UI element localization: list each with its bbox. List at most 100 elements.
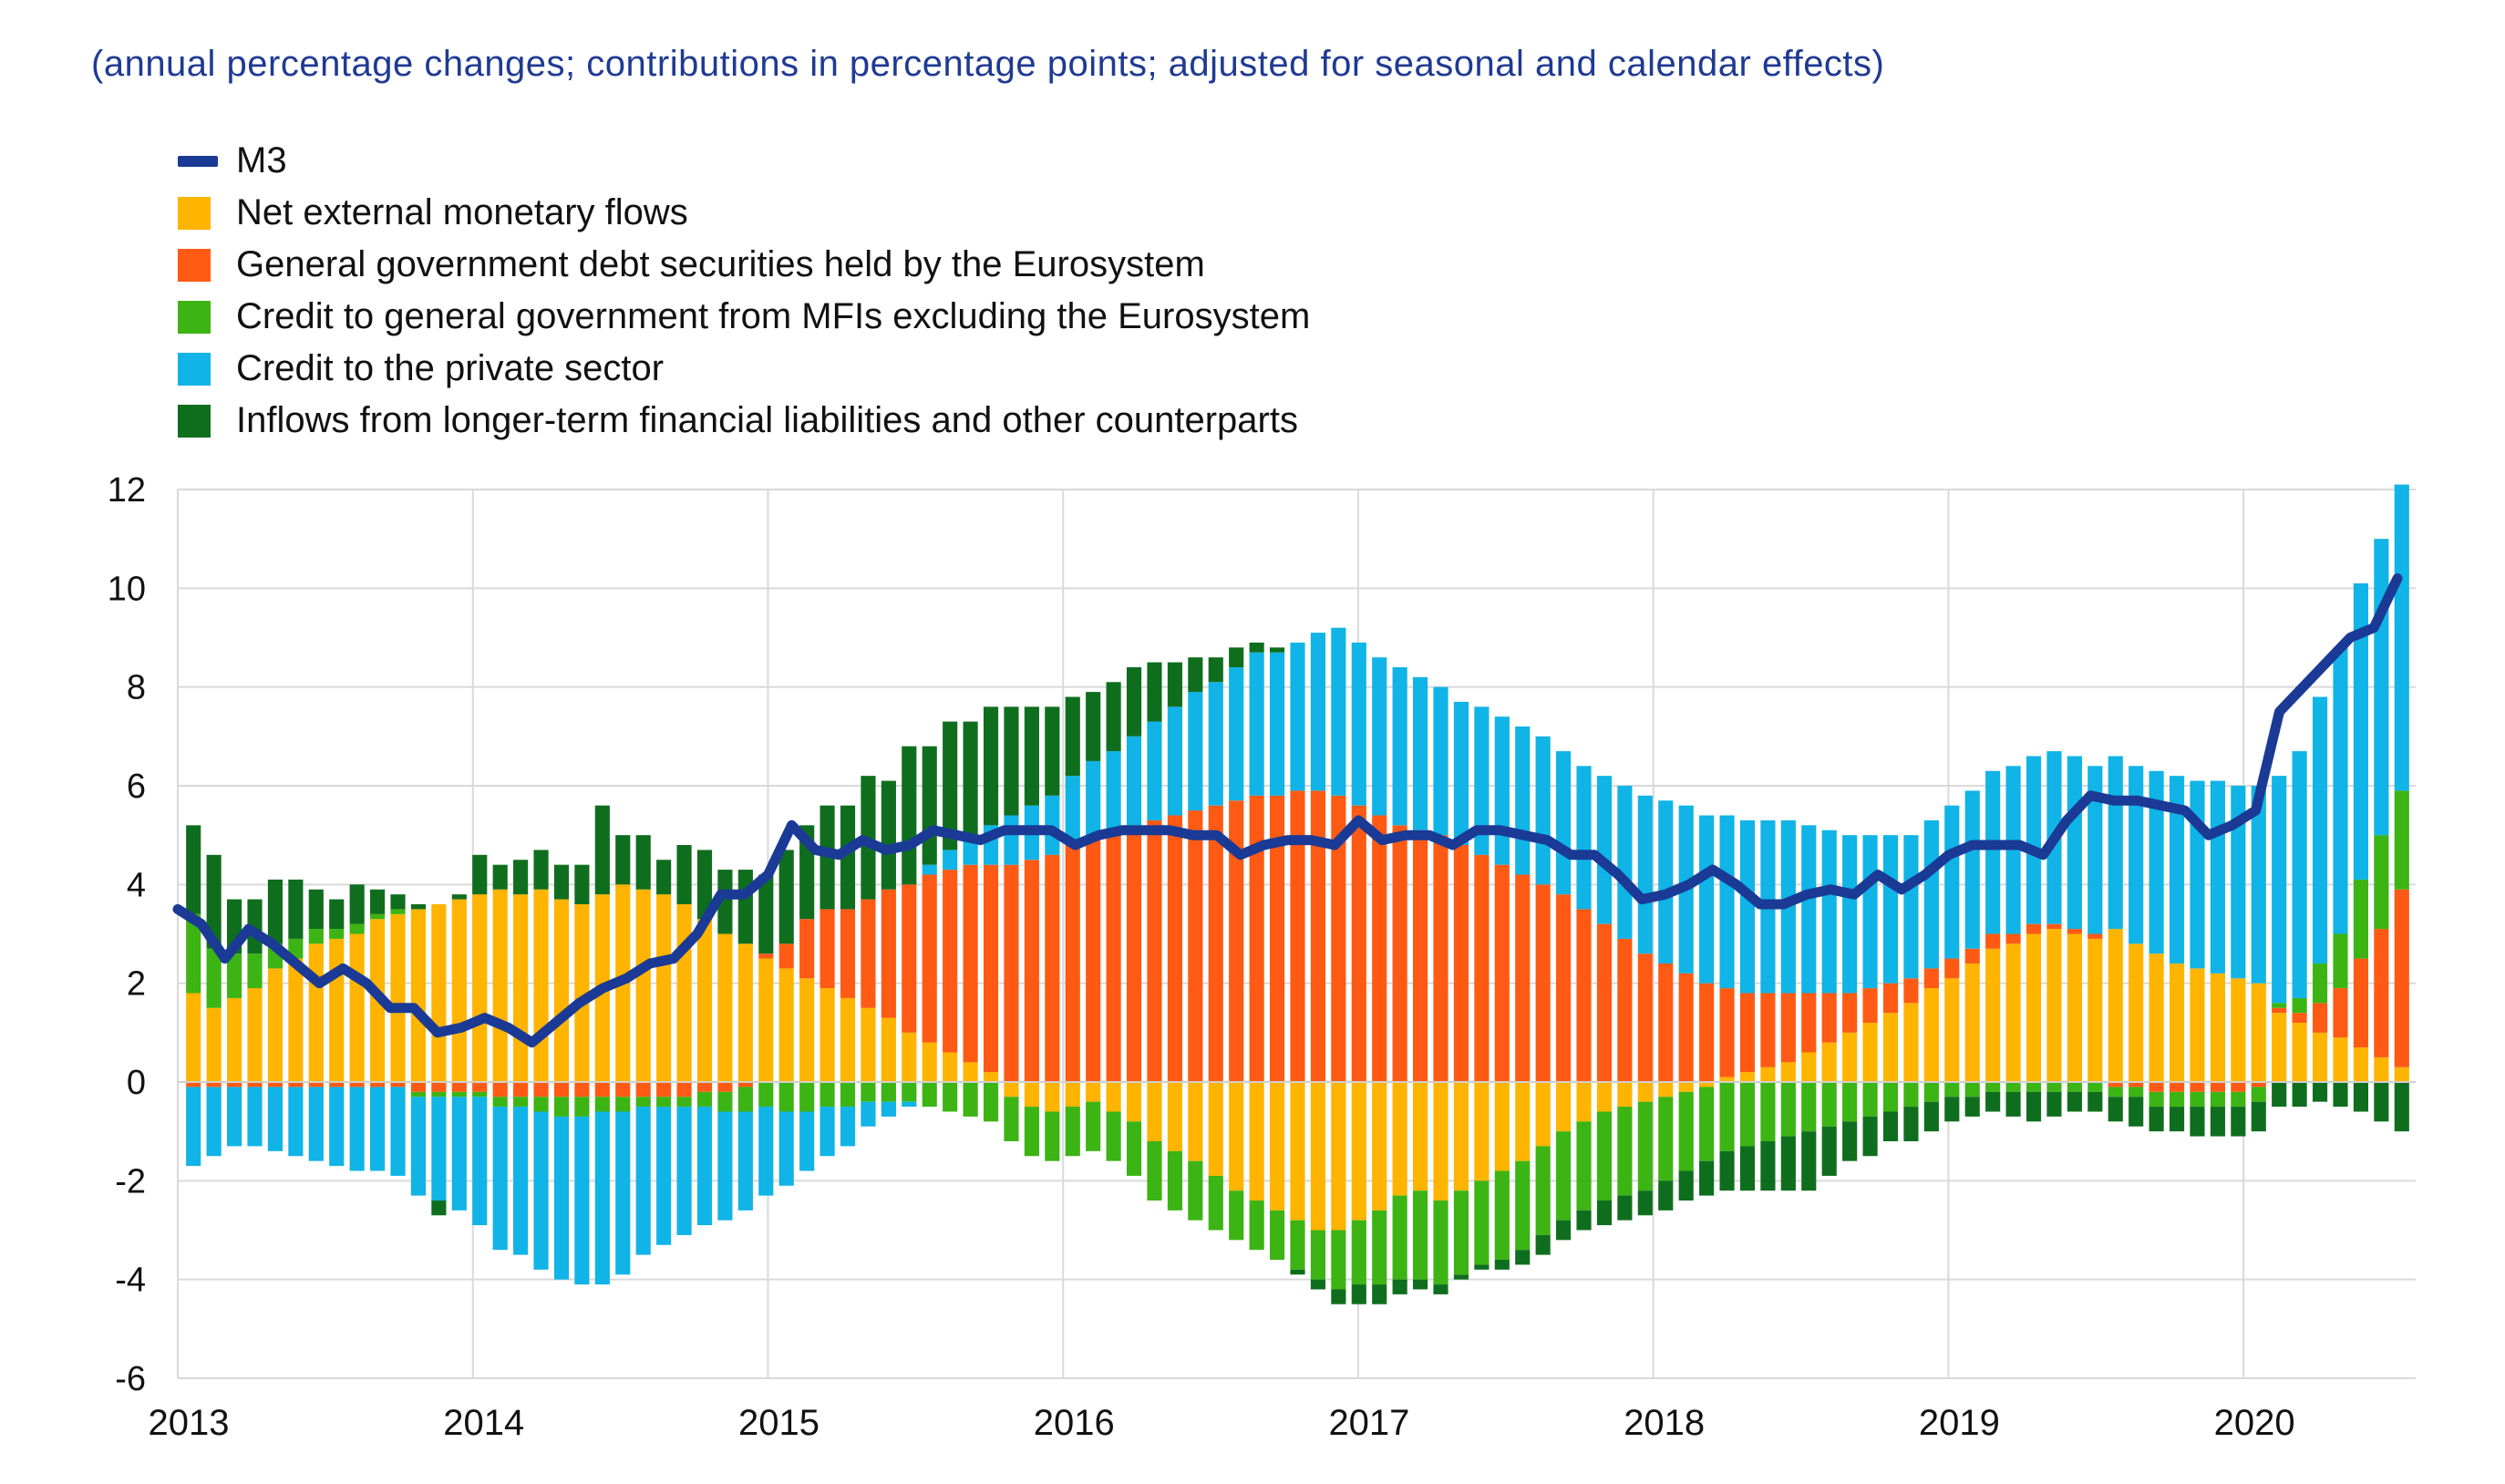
bar-segment-series-2 — [594, 1097, 610, 1112]
bar-segment-series-3 — [410, 1097, 427, 1196]
bar-segment-series-0 — [1535, 1082, 1551, 1147]
bar-segment-series-3 — [2231, 786, 2246, 979]
bar-segment-series-0 — [1842, 1032, 1858, 1082]
bar-segment-series-2 — [2272, 1003, 2287, 1008]
bar-segment-series-4 — [1249, 642, 1264, 653]
bar-segment-series-3 — [1208, 682, 1223, 806]
bar-segment-series-4 — [206, 854, 222, 949]
bar-segment-series-1 — [922, 874, 937, 1043]
bar-segment-series-2 — [1494, 1170, 1510, 1260]
bar-segment-series-1 — [2231, 1082, 2246, 1092]
bar-segment-series-3 — [329, 1087, 345, 1167]
bar-segment-series-3 — [1985, 770, 2001, 934]
bar-segment-series-2 — [737, 1087, 753, 1112]
bar-segment-series-2 — [2088, 1082, 2103, 1092]
bar-segment-series-0 — [2312, 1032, 2328, 1082]
bar-segment-series-4 — [1208, 657, 1223, 683]
bar-segment-series-0 — [1045, 1082, 1060, 1112]
bar-segment-series-4 — [1372, 1284, 1387, 1304]
bar-segment-series-4 — [2129, 1097, 2144, 1127]
bar-segment-series-4 — [1637, 1190, 1653, 1216]
bar-segment-series-2 — [1392, 1195, 1407, 1280]
bar-segment-series-3 — [1167, 706, 1182, 816]
bar-segment-series-4 — [696, 850, 713, 920]
bar-segment-series-2 — [574, 1097, 590, 1117]
bar-segment-series-3 — [1106, 751, 1121, 830]
bar-segment-series-3 — [186, 1087, 201, 1167]
bar-segment-series-3 — [1229, 667, 1244, 801]
bar-segment-series-3 — [1351, 642, 1366, 806]
bar-segment-series-3 — [2169, 776, 2185, 964]
bar-segment-series-0 — [2149, 953, 2164, 1082]
bar-segment-series-3 — [2333, 647, 2348, 934]
bar-segment-series-2 — [2210, 1091, 2225, 1108]
bar-segment-series-0 — [1106, 1082, 1121, 1112]
bar-segment-series-2 — [1801, 1082, 1817, 1132]
bar-segment-series-4 — [1801, 1131, 1817, 1191]
bar-segment-series-3 — [943, 850, 958, 871]
bar-segment-series-2 — [2312, 964, 2328, 1004]
bar-segment-series-2 — [2190, 1091, 2205, 1108]
bar-segment-series-0 — [329, 938, 345, 1082]
bar-segment-series-0 — [778, 968, 794, 1082]
bar-segment-series-1 — [1739, 993, 1756, 1073]
bar-segment-series-4 — [2231, 1107, 2246, 1137]
bar-segment-series-1 — [983, 864, 999, 1073]
bar-segment-series-0 — [1433, 1082, 1448, 1201]
bar-segment-series-4 — [1862, 1116, 1878, 1157]
bar-segment-series-4 — [943, 721, 958, 850]
bar-segment-series-2 — [2374, 835, 2389, 930]
bar-segment-series-4 — [1433, 1284, 1448, 1294]
bar-segment-series-1 — [390, 1082, 406, 1087]
bar-segment-series-3 — [472, 1097, 488, 1226]
bar-segment-series-0 — [1004, 1082, 1019, 1098]
bar-segment-series-2 — [902, 1082, 917, 1102]
bar-segment-series-0 — [635, 889, 651, 1082]
bar-segment-series-4 — [1842, 1121, 1858, 1161]
bar-segment-series-1 — [594, 1082, 610, 1098]
bar-segment-series-3 — [1413, 676, 1428, 830]
bar-segment-series-0 — [758, 958, 774, 1082]
bar-segment-series-4 — [1494, 1260, 1510, 1270]
bar-segment-series-1 — [1351, 805, 1366, 1082]
bar-segment-series-1 — [1862, 988, 1878, 1023]
bar-segment-series-3 — [1801, 825, 1817, 994]
bar-segment-series-0 — [2169, 964, 2185, 1082]
legend-swatch-credit-private — [178, 352, 211, 386]
bar-segment-series-4 — [2088, 1091, 2103, 1112]
bar-segment-series-1 — [1985, 933, 2001, 949]
bar-segment-series-0 — [206, 1007, 222, 1082]
bar-segment-series-2 — [1739, 1082, 1756, 1147]
bar-segment-series-4 — [1596, 1201, 1613, 1226]
bar-segment-series-0 — [410, 909, 427, 1082]
bar-segment-series-3 — [1331, 627, 1346, 796]
bar-segment-series-0 — [1269, 1082, 1285, 1211]
bar-segment-series-1 — [2067, 929, 2082, 934]
bar-segment-series-0 — [2353, 1047, 2368, 1082]
bar-segment-series-0 — [513, 894, 529, 1082]
bar-segment-series-3 — [1269, 652, 1285, 796]
bar-segment-series-1 — [1699, 983, 1715, 1082]
bar-segment-series-4 — [1045, 706, 1060, 796]
bar-segment-series-1 — [1903, 978, 1919, 1004]
bar-segment-series-1 — [778, 943, 794, 969]
bar-segment-series-1 — [1494, 864, 1510, 1082]
bar-segment-series-3 — [778, 1111, 794, 1186]
bar-segment-series-1 — [1596, 923, 1613, 1082]
bar-segment-series-3 — [227, 1087, 242, 1147]
legend-swatch-credit-gov-mfis — [178, 300, 211, 334]
bar-segment-series-4 — [533, 850, 549, 890]
bar-segment-series-1 — [963, 864, 978, 1063]
bar-segment-series-1 — [1474, 854, 1490, 1082]
bar-segment-series-0 — [2251, 983, 2266, 1082]
bar-segment-series-4 — [2026, 1091, 2042, 1122]
legend-swatch-net-external — [178, 196, 211, 230]
bar-segment-series-1 — [2292, 1013, 2307, 1023]
bar-segment-series-3 — [1392, 667, 1407, 826]
bar-segment-series-0 — [983, 1072, 999, 1082]
bar-segment-series-1 — [2190, 1082, 2205, 1092]
bar-segment-series-0 — [2394, 1067, 2409, 1082]
bar-segment-series-4 — [1188, 657, 1203, 693]
bar-segment-series-3 — [2312, 696, 2328, 964]
legend-item-m3: M3 — [178, 135, 1310, 187]
